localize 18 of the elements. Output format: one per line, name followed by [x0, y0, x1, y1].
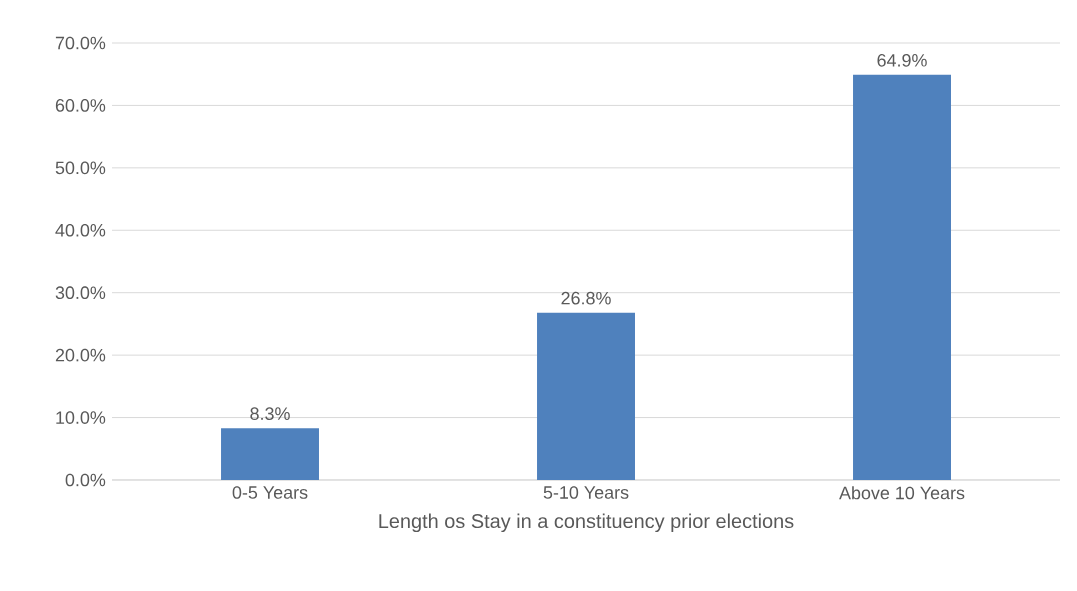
y-tick-label: 30.0%: [55, 286, 106, 300]
y-tick-label: 10.0%: [56, 411, 106, 424]
data-label: 8.3%: [250, 407, 290, 420]
y-tick-label: 20.0%: [55, 348, 106, 362]
x-tick-label: Above 10 Years: [839, 486, 965, 500]
bar: [853, 74, 951, 480]
y-tick-label: 60.0%: [55, 99, 106, 112]
bar: [221, 428, 319, 480]
data-label: 26.8%: [561, 291, 611, 305]
x-tick-label: 0-5 Years: [232, 486, 308, 499]
y-tick-label: 70.0%: [55, 36, 106, 50]
y-tick-label: 0.0%: [65, 473, 106, 487]
y-tick-label: 40.0%: [55, 223, 106, 237]
x-tick-label: 5-10 Years: [543, 486, 629, 499]
x-axis-title: Length os Stay in a constituency prior elections: [379, 513, 794, 533]
y-tick-label: 50.0%: [55, 161, 106, 175]
bar: [537, 312, 635, 480]
data-label: 64.9%: [877, 53, 927, 67]
